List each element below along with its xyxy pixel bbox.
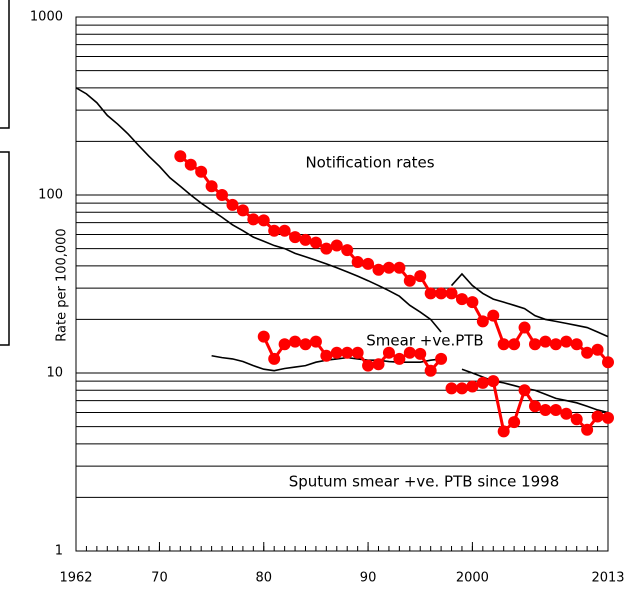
annotation: Notification rates [305,154,434,172]
data-point [549,338,562,351]
data-point [497,425,510,438]
data-point [455,293,468,306]
cropped-box [0,151,10,346]
data-point [382,261,395,274]
y-tick-label: 1000 [30,10,63,25]
data-point [476,376,489,389]
data-point [445,287,458,300]
data-point [226,198,239,211]
data-point [309,236,322,249]
series-line [75,87,442,333]
data-point [570,338,583,351]
data-point [424,364,437,377]
data-point [289,231,302,244]
data-point [195,165,208,178]
data-point [362,257,375,270]
y-axis-label: Rate per 100,000 [55,228,70,341]
data-point [268,352,281,365]
data-point [424,287,437,300]
data-point [602,356,614,369]
data-point [320,242,333,255]
x-tick-label: 1962 [59,571,92,586]
data-point [560,335,573,348]
data-point [539,335,552,348]
data-point [518,384,531,397]
x-tick-label: 90 [360,571,377,586]
data-point [247,213,260,226]
data-point [487,309,500,322]
data-point [414,270,427,283]
data-point [351,346,364,359]
data-point [268,224,281,237]
data-point [382,346,395,359]
data-point [184,158,197,171]
data-point [528,400,541,413]
data-point [487,375,500,388]
data-point [518,321,531,334]
data-point [445,382,458,395]
data-point [528,338,541,351]
data-point [435,352,448,365]
data-point [205,180,218,193]
data-point [549,403,562,416]
data-point [570,413,583,426]
data-point [216,189,229,201]
annotation: Sputum smear +ve. PTB since 1998 [289,473,559,491]
data-point [455,382,468,395]
data-point [341,346,354,359]
data-point [476,315,489,328]
data-point [236,204,249,217]
x-tick-label: 2000 [456,571,489,586]
data-point [289,335,302,348]
data-point [393,261,406,274]
data-point [174,150,187,163]
data-point [403,346,416,359]
x-tick-label: 70 [151,571,168,586]
data-point [330,239,343,252]
y-tick-label: 100 [38,188,63,203]
series-line [450,272,609,338]
data-point [591,343,604,356]
cropped-box [0,0,10,129]
data-point [278,338,291,351]
data-point [414,347,427,360]
data-point [539,403,552,416]
annotation: Smear +ve.PTB [366,332,483,350]
data-point [299,338,312,351]
data-point [508,416,521,429]
data-point [435,287,448,300]
data-point [508,338,521,351]
y-tick-label: 10 [46,366,63,381]
data-point [299,233,312,246]
data-point [309,335,322,348]
data-point [372,263,385,276]
data-point [560,407,573,420]
data-point [372,358,385,371]
data-point [393,352,406,365]
data-point [330,346,343,359]
data-point [591,410,604,423]
data-point [320,349,333,362]
data-point [257,214,270,227]
data-point [602,411,614,424]
y-tick-label: 1 [55,544,63,559]
data-point [466,380,479,393]
data-point [466,296,479,309]
data-point [341,244,354,257]
plot-frame [75,16,609,552]
data-point [403,274,416,287]
data-point [581,346,594,359]
data-point [497,338,510,351]
data-point [581,423,594,436]
data-point [351,256,364,269]
data-point [278,224,291,237]
x-tick-label: 80 [255,571,272,586]
data-point [362,359,375,372]
x-tick-label: 2013 [591,571,624,586]
data-point [257,330,270,343]
